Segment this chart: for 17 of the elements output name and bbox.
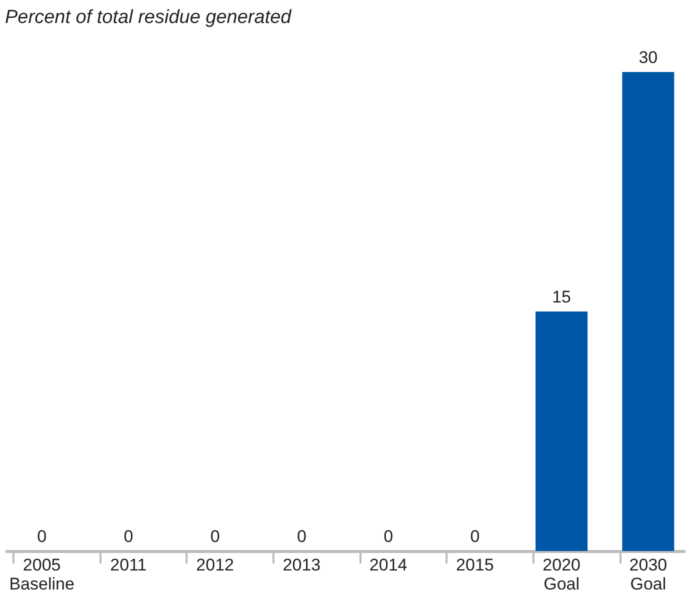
- chart-title: Percent of total residue generated: [5, 7, 293, 28]
- x-tick-label: 2012: [196, 556, 234, 574]
- x-tick-label: 2020 Goal: [542, 556, 580, 594]
- x-tick-label: 2030 Goal: [629, 556, 668, 594]
- data-label: 0: [470, 527, 480, 546]
- data-label: 0: [296, 527, 306, 546]
- data-label: 0: [384, 527, 394, 546]
- x-tick-label: 2014: [369, 556, 408, 574]
- data-label: 0: [124, 527, 134, 546]
- x-tick-label: 2015: [456, 556, 494, 574]
- x-tick-label: 2011: [110, 556, 147, 574]
- data-label: 0: [37, 527, 47, 546]
- data-label: 0: [210, 527, 220, 546]
- x-tick-label: 2005 Baseline: [9, 556, 74, 594]
- x-tick-label: 2013: [282, 556, 321, 574]
- data-label: 15: [552, 288, 572, 306]
- data-label: 30: [638, 48, 658, 67]
